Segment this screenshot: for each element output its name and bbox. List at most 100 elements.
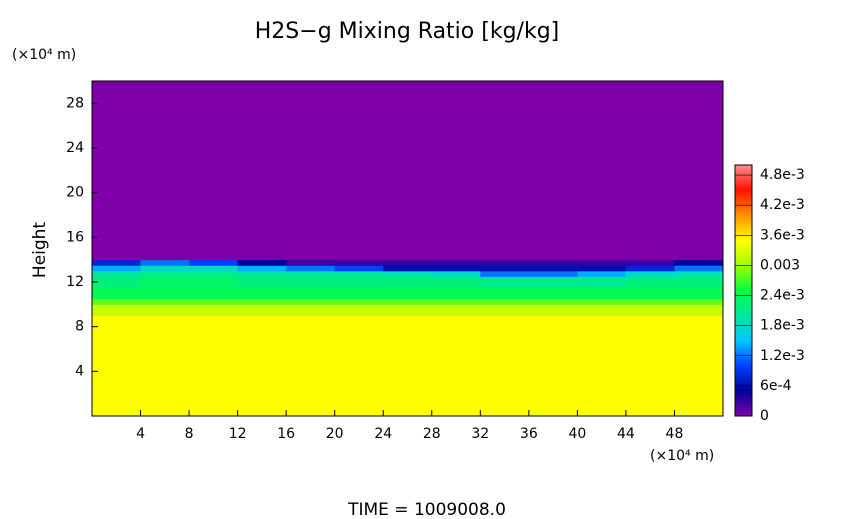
cell bbox=[237, 270, 287, 277]
cell bbox=[140, 265, 190, 272]
cell bbox=[286, 304, 336, 316]
cell bbox=[286, 270, 336, 277]
cell bbox=[237, 81, 287, 261]
cell bbox=[431, 81, 481, 261]
cell bbox=[625, 276, 675, 289]
y-axis-label: Height bbox=[30, 222, 50, 279]
cell bbox=[92, 81, 142, 261]
cell bbox=[92, 315, 142, 417]
cell bbox=[625, 315, 675, 417]
cell bbox=[431, 276, 481, 289]
cell bbox=[577, 259, 627, 266]
cell bbox=[140, 298, 190, 305]
cell bbox=[528, 259, 578, 266]
x-tick-label: 16 bbox=[277, 426, 295, 442]
cell bbox=[528, 298, 578, 305]
cell bbox=[431, 298, 481, 305]
cell bbox=[286, 287, 336, 300]
cell bbox=[383, 81, 433, 261]
cell bbox=[674, 81, 724, 261]
cell bbox=[286, 315, 336, 417]
cell bbox=[237, 304, 287, 316]
cell bbox=[528, 315, 578, 417]
cell bbox=[625, 304, 675, 316]
cell bbox=[189, 81, 239, 261]
cell bbox=[625, 259, 675, 266]
x-tick-label: 40 bbox=[568, 426, 586, 442]
cell bbox=[674, 259, 724, 266]
cell bbox=[431, 315, 481, 417]
cell bbox=[189, 276, 239, 289]
cell bbox=[286, 265, 336, 272]
cell bbox=[674, 265, 724, 272]
chart-title: H2S−g Mixing Ratio [kg/kg] bbox=[255, 19, 560, 44]
cell bbox=[528, 276, 578, 289]
x-tick-label: 44 bbox=[617, 426, 635, 442]
colorbar-tick-label: 4.2e-3 bbox=[760, 197, 805, 213]
x-tick-label: 36 bbox=[520, 426, 538, 442]
cell bbox=[431, 287, 481, 300]
cell bbox=[334, 276, 384, 289]
cell bbox=[140, 270, 190, 277]
cell bbox=[625, 265, 675, 272]
cell bbox=[625, 287, 675, 300]
cell bbox=[189, 265, 239, 272]
cell bbox=[237, 259, 287, 266]
cell bbox=[189, 270, 239, 277]
cell bbox=[577, 298, 627, 305]
cell bbox=[383, 265, 433, 272]
colorbar-tick-label: 1.2e-3 bbox=[760, 348, 805, 364]
cell bbox=[140, 276, 190, 289]
cell bbox=[334, 265, 384, 272]
y-tick-label: 16 bbox=[66, 229, 84, 245]
cell bbox=[431, 259, 481, 266]
cell bbox=[674, 287, 724, 300]
cell bbox=[383, 298, 433, 305]
y-tick-label: 8 bbox=[75, 319, 84, 335]
x-tick-label: 32 bbox=[471, 426, 489, 442]
cell bbox=[577, 81, 627, 261]
cell bbox=[577, 276, 627, 289]
colorbar-tick-label: 2.4e-3 bbox=[760, 288, 805, 304]
cell bbox=[334, 287, 384, 300]
cell bbox=[480, 270, 530, 277]
cell bbox=[528, 270, 578, 277]
cell bbox=[383, 259, 433, 266]
cell bbox=[528, 265, 578, 272]
y-tick-label: 12 bbox=[66, 274, 84, 290]
cell bbox=[334, 270, 384, 277]
cell bbox=[286, 298, 336, 305]
cell bbox=[92, 259, 142, 266]
cell bbox=[189, 304, 239, 316]
cell bbox=[189, 259, 239, 266]
cell bbox=[286, 259, 336, 266]
cell bbox=[480, 304, 530, 316]
cell bbox=[237, 276, 287, 289]
y-tick-label: 4 bbox=[75, 363, 84, 379]
cell bbox=[334, 315, 384, 417]
cell bbox=[528, 81, 578, 261]
cell bbox=[286, 276, 336, 289]
cell bbox=[92, 287, 142, 300]
cell bbox=[577, 270, 627, 277]
colorbar-tick-label: 4.8e-3 bbox=[760, 167, 805, 183]
cell bbox=[334, 81, 384, 261]
cell bbox=[383, 315, 433, 417]
cell bbox=[625, 298, 675, 305]
x-tick-label: 48 bbox=[666, 426, 684, 442]
x-tick-label: 24 bbox=[374, 426, 392, 442]
cell bbox=[480, 265, 530, 272]
cell bbox=[674, 270, 724, 277]
cell bbox=[383, 270, 433, 277]
x-tick-label: 8 bbox=[185, 426, 194, 442]
cell bbox=[189, 315, 239, 417]
x-tick-label: 20 bbox=[326, 426, 344, 442]
colorbar bbox=[734, 164, 753, 417]
cell bbox=[334, 259, 384, 266]
colorbar-tick-label: 6e-4 bbox=[760, 378, 792, 394]
cell bbox=[189, 298, 239, 305]
cell bbox=[480, 276, 530, 289]
cell bbox=[237, 298, 287, 305]
cell bbox=[140, 259, 190, 266]
cell bbox=[528, 287, 578, 300]
